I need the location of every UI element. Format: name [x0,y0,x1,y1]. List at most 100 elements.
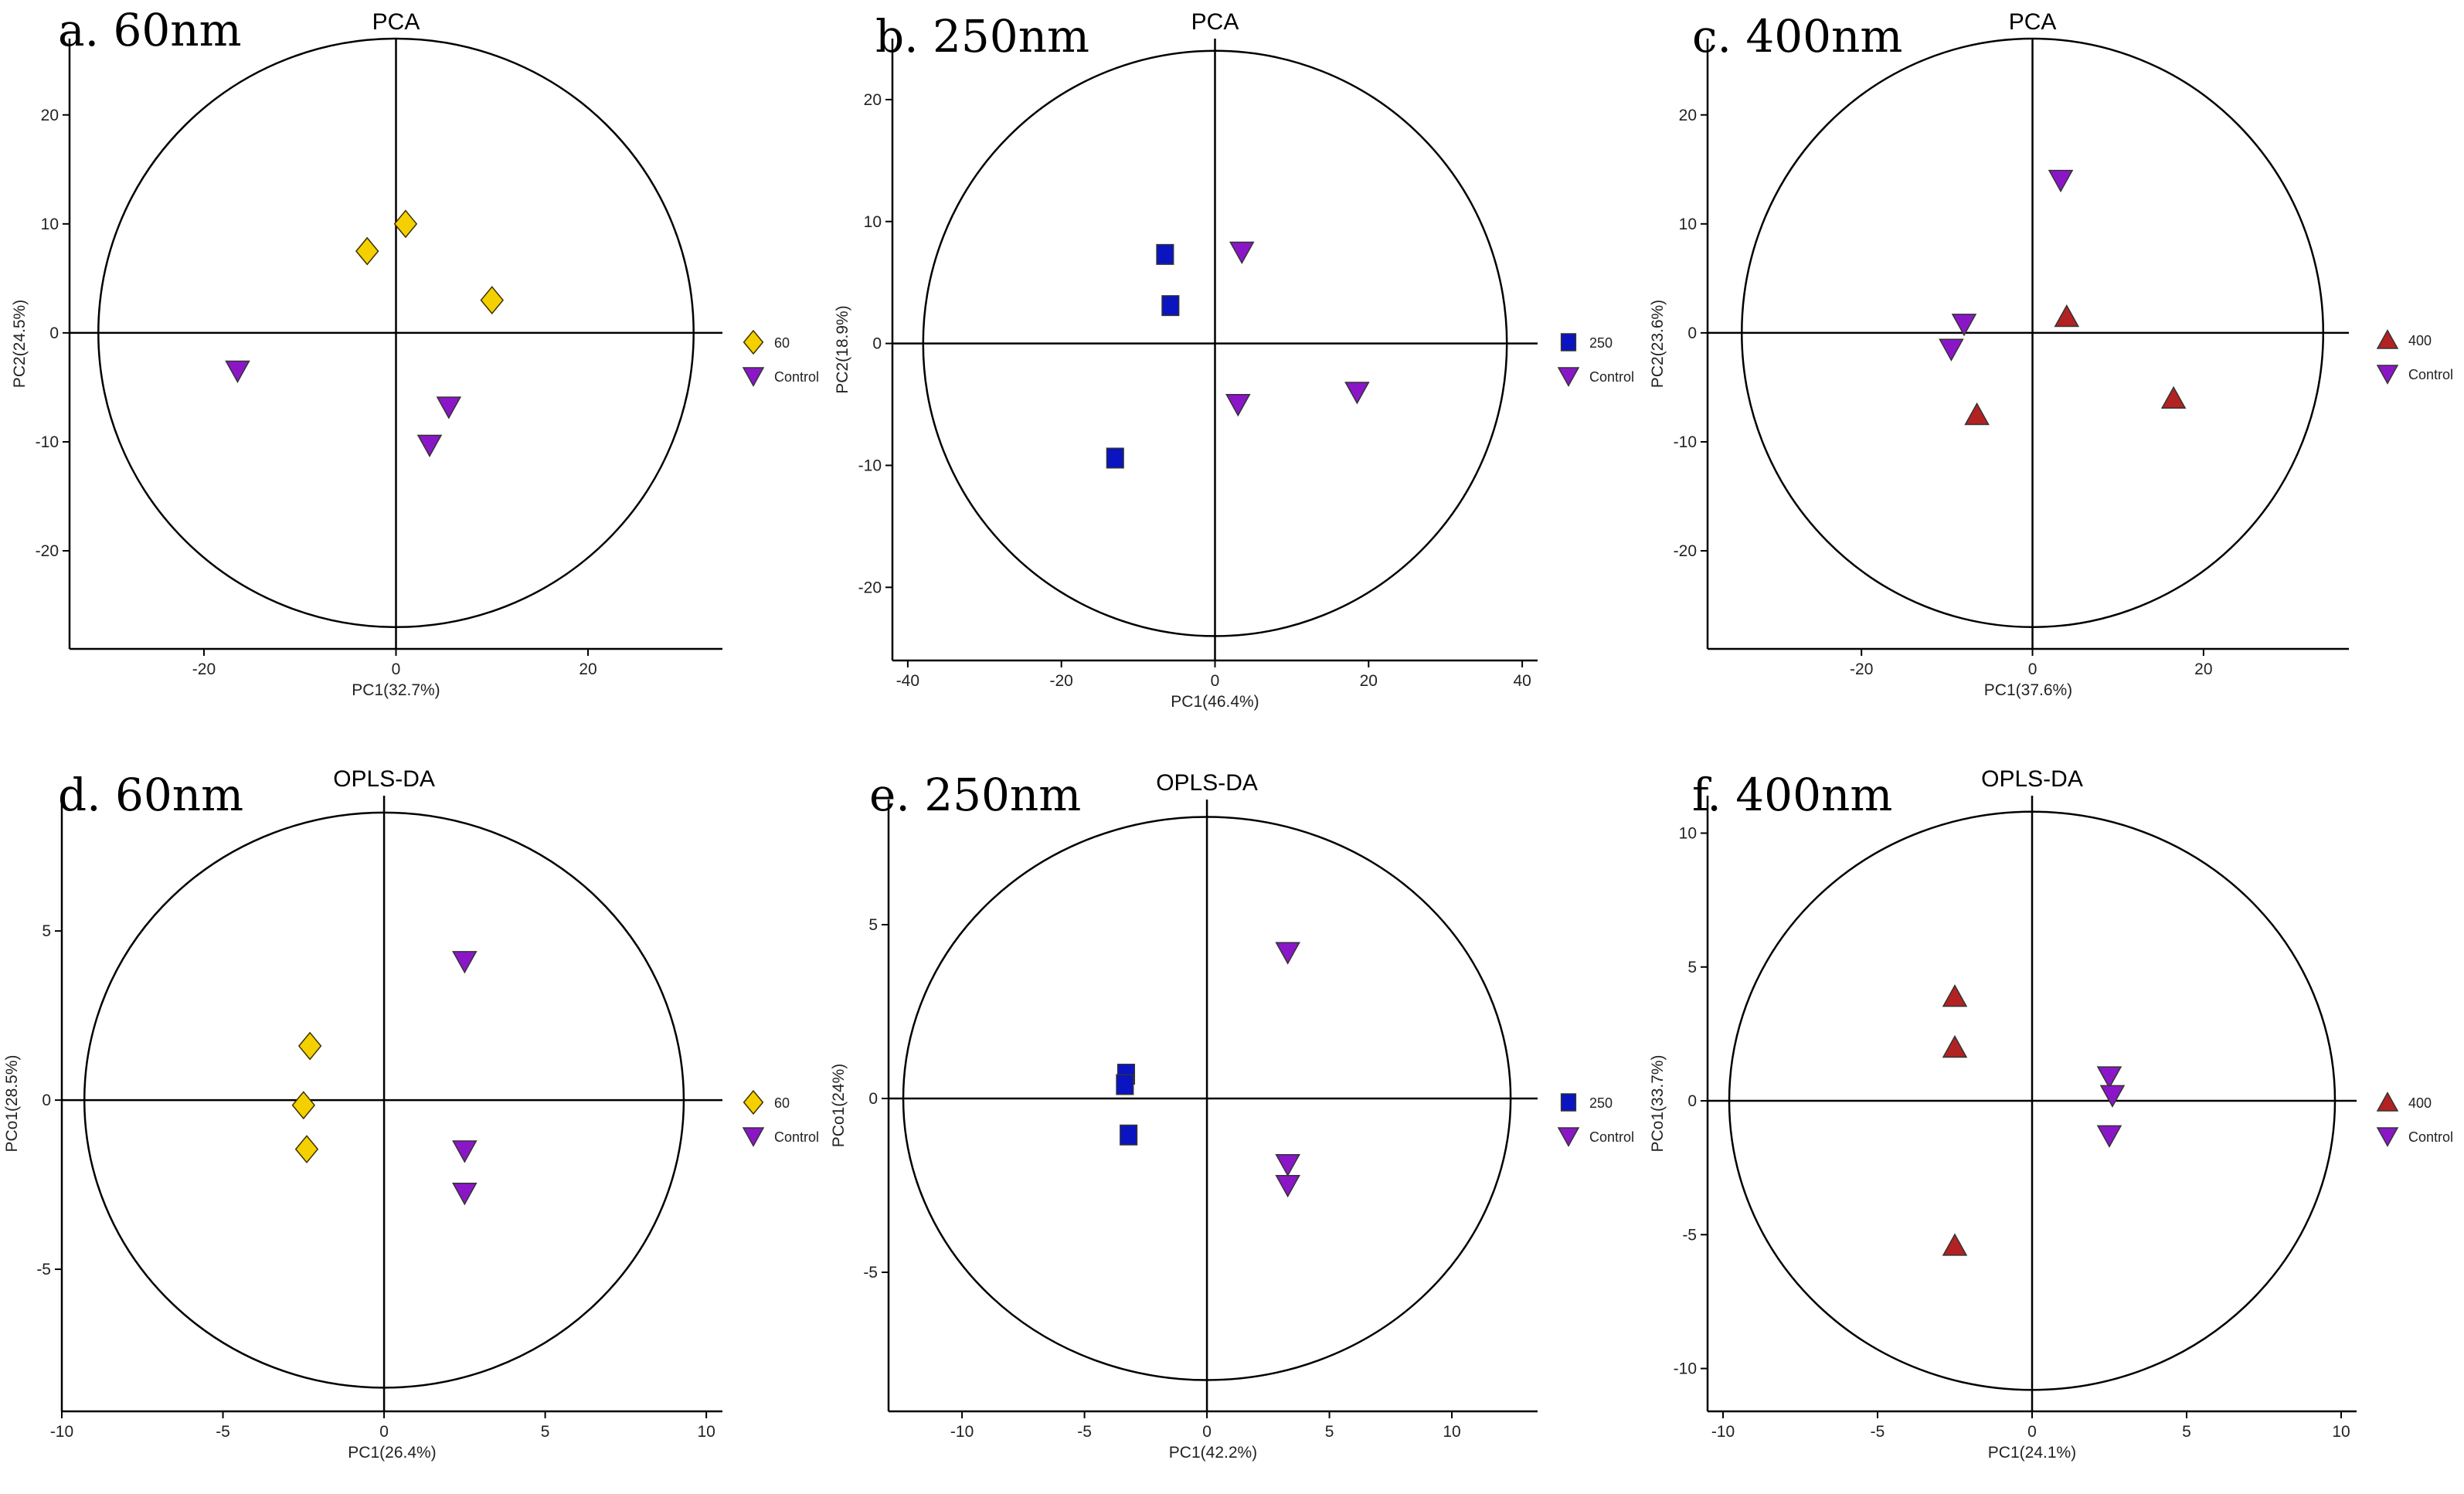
x-axis-title: PC1(24.1%) [1988,1444,2076,1462]
x-tick-label: 10 [2332,1423,2350,1441]
y-axis-title: PC2(18.9%) [834,305,851,393]
data-point-60 [297,1031,322,1061]
legend-marker-control [742,1127,765,1147]
legend-label: Control [1589,1129,1634,1145]
legend-marker-250 [1560,1093,1577,1112]
x-tick-label: 10 [1443,1423,1460,1441]
y-tick-label: 20 [41,107,59,124]
panel-label-a: a. 60nm [58,4,242,56]
y-axis-title: PCo1(24%) [830,1064,848,1148]
y-tick-label: 10 [864,213,882,231]
data-point-control [436,396,462,419]
chart-panel-0: -20 0 20 -20 -10 0 10 20 PCA PC1(32.7%) PC2(24.5%)… [11,9,819,699]
data-point-60 [291,1091,316,1120]
x-tick-label: -20 [1050,672,1073,690]
x-tick-label: 20 [2194,660,2212,678]
data-point-control [1951,314,1977,337]
x-tick-label: -5 [1077,1423,1092,1441]
data-point-control [416,434,443,457]
chart-title: PCA [1191,9,1239,35]
data-point-control [1225,394,1251,417]
x-tick-label: 0 [379,1423,389,1441]
y-tick-label: 20 [1679,107,1697,124]
data-point-250 [1156,243,1174,265]
y-tick-label: -5 [863,1264,878,1282]
y-tick-label: -10 [36,433,59,451]
y-axis-title: PC2(23.6%) [1649,300,1667,388]
chart-title: PCA [372,9,420,35]
legend-label: Control [774,369,819,385]
panel-label-b: b. 250nm [875,10,1090,63]
data-point-control [1229,241,1255,265]
x-tick-label: 5 [2182,1423,2191,1441]
panel-label-e: e. 250nm [869,769,1082,821]
y-tick-label: -5 [1682,1226,1697,1244]
y-tick-label: 10 [1679,825,1697,843]
data-point-control [2096,1066,2122,1089]
chart-title: OPLS-DA [1156,770,1258,796]
legend-marker-control [2376,365,2399,385]
data-point-control [1275,1175,1300,1198]
legend-label: 60 [774,1095,790,1111]
legend-marker-control [742,367,765,387]
x-tick-label: -20 [192,660,216,678]
y-tick-label: 10 [41,216,59,233]
data-point-60 [480,286,504,314]
data-point-60 [294,1135,319,1164]
chart-panel-2: -20 0 20 -20 -10 0 10 20 PCA PC1(37.6%) PC2(23.6%)… [1649,9,2453,699]
x-tick-label: 40 [1513,672,1531,690]
data-point-250 [1161,295,1180,317]
x-tick-label: 10 [697,1423,715,1441]
legend-label: Control [2408,367,2453,382]
confidence-ellipse [922,49,1508,637]
y-tick-label: 5 [868,916,878,934]
data-point-control [1344,382,1370,405]
legend-marker-60 [743,1089,764,1115]
legend-label: 250 [1589,335,1613,351]
y-tick-label: 0 [872,335,882,353]
chart-title: PCA [2009,9,2057,35]
x-tick-label: -5 [1871,1423,1885,1441]
x-tick-label: 0 [1211,672,1220,690]
data-point-400 [1942,984,1968,1007]
y-tick-label: -20 [1674,542,1697,560]
confidence-ellipse [83,811,685,1389]
data-point-control [1939,338,1964,362]
confidence-ellipse [1741,37,2325,629]
data-point-400 [2160,385,2187,409]
y-tick-label: 0 [868,1090,878,1108]
x-axis-title: PC1(26.4%) [348,1444,436,1462]
x-axis-title: PC1(37.6%) [1984,681,2072,699]
x-axis-title: PC1(32.7%) [352,681,440,699]
data-point-250 [1116,1074,1134,1095]
data-point-control [1275,942,1300,965]
legend-label: 400 [2408,333,2432,348]
chart-panel-5: -10 -5 0 5 10 -10 -5 0 5 10 OPLS-DA PC1(24.1%) PCo1(… [1649,766,2453,1462]
data-point-400 [1942,1034,1968,1058]
x-tick-label: 5 [541,1423,550,1441]
legend-label: 400 [2408,1095,2432,1111]
data-point-250 [1120,1124,1138,1146]
confidence-ellipse [902,816,1512,1381]
y-tick-label: 5 [1687,959,1697,976]
x-tick-label: 20 [579,660,596,678]
legend-label: Control [2408,1129,2453,1145]
legend-marker-400 [2376,329,2399,349]
x-axis-title: PC1(42.2%) [1169,1444,1257,1462]
y-tick-label: -20 [36,542,59,560]
y-tick-label: -10 [858,457,882,474]
chart-title: OPLS-DA [333,766,435,792]
x-tick-label: 0 [392,660,401,678]
y-tick-label: 0 [42,1092,51,1109]
y-tick-label: 0 [49,324,59,342]
y-axis-title: PCo1(33.7%) [1649,1054,1667,1152]
data-point-control [225,360,250,384]
y-tick-label: -10 [1674,1360,1697,1378]
data-point-control [452,951,478,974]
legend-label: 60 [774,335,790,351]
panel-label-d: d. 60nm [58,769,244,821]
x-tick-label: 0 [1202,1423,1212,1441]
y-axis-title: PC2(24.5%) [11,300,29,388]
